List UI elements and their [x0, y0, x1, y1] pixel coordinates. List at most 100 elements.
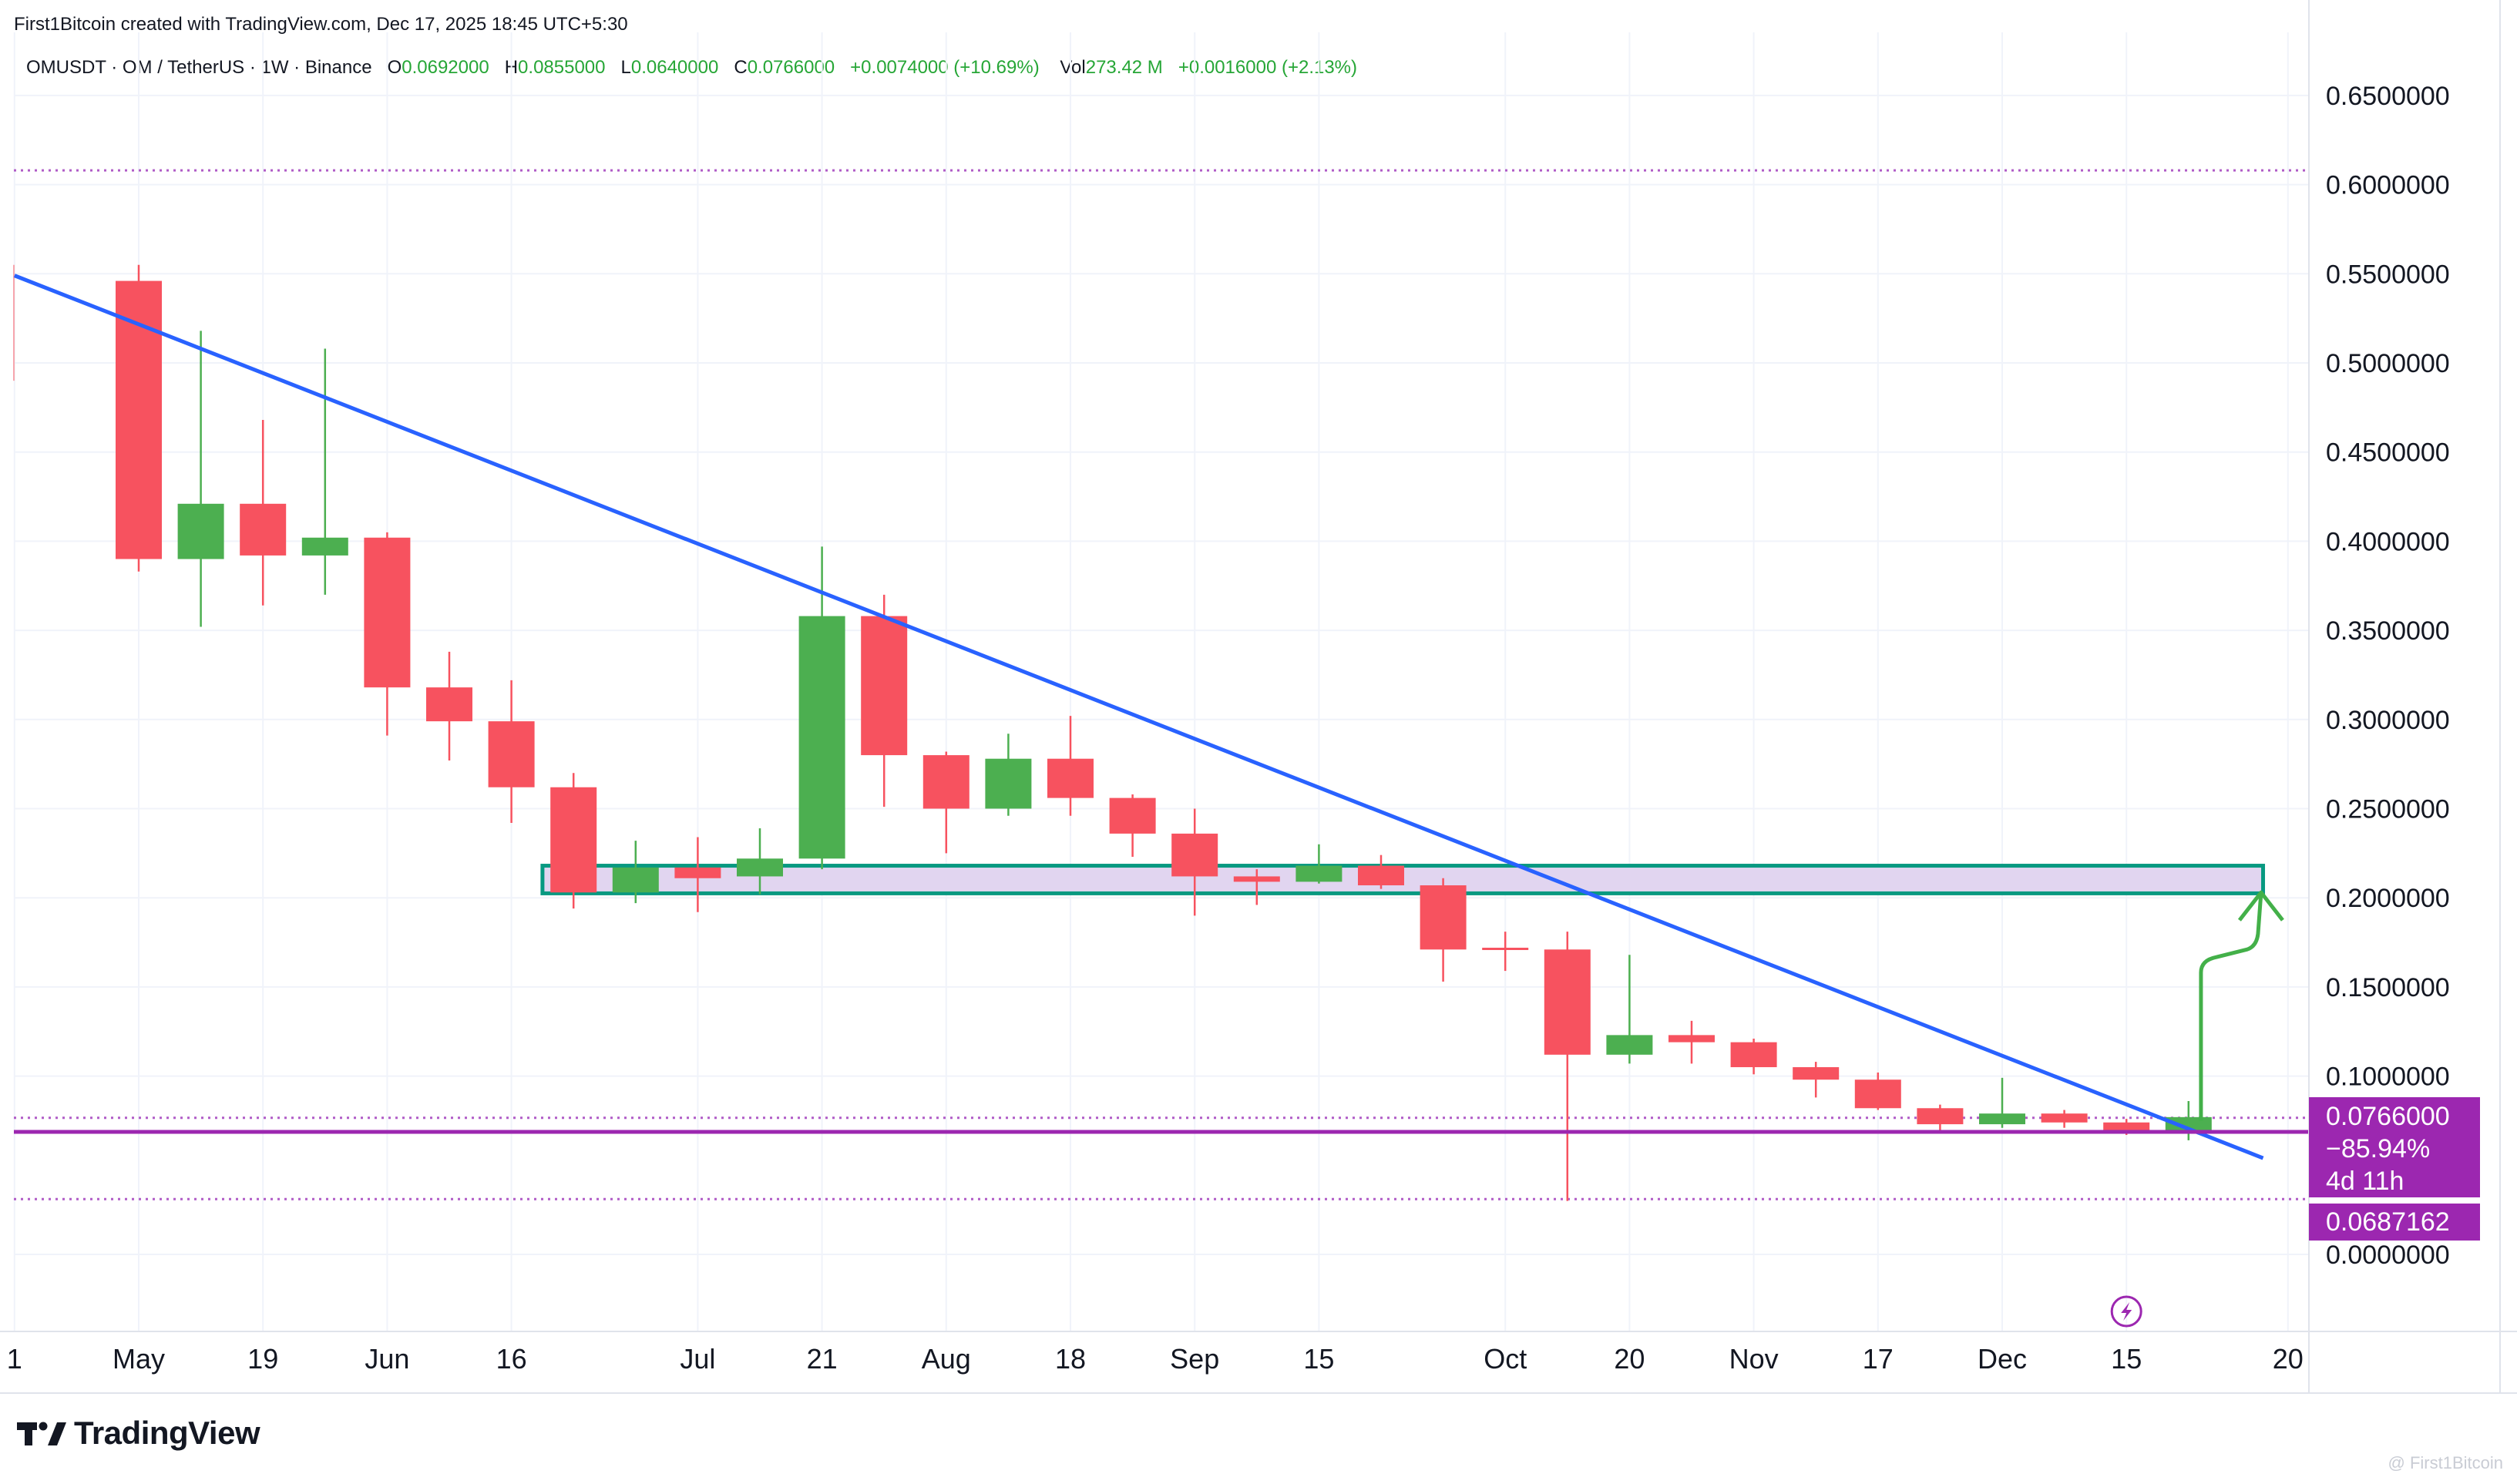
support-price-value: 0.0687162: [2326, 1207, 2450, 1237]
candle: [1420, 878, 1467, 982]
candle-countdown: 4d 11h: [2326, 1167, 2404, 1196]
candle-body: [1233, 876, 1280, 882]
symbol-legend: OMUSDT · OM / TetherUS · 1W · Binance O0…: [26, 57, 1357, 79]
legend-volume-change: +0.0016000 (+2.13%): [1178, 57, 1358, 78]
support-price-label: 0.0687162: [2309, 1204, 2480, 1241]
x-tick-label: Jun: [365, 1343, 409, 1375]
x-tick-label: Nov: [1729, 1343, 1779, 1375]
descending-trendline: [13, 274, 2264, 1160]
candle-body: [798, 616, 845, 859]
x-tick-label: 16: [496, 1343, 527, 1375]
candle: [116, 264, 162, 572]
y-tick-label: 0.4000000: [2326, 527, 2450, 556]
candle: [364, 532, 411, 736]
candle-body: [177, 503, 224, 559]
lightning-icon[interactable]: [2110, 1295, 2142, 1328]
legend-low-value: 0.0640000: [630, 57, 719, 78]
candle-body: [550, 787, 597, 893]
x-tick-label: Dec: [1978, 1343, 2027, 1375]
legend-volume-key: Vol: [1060, 57, 1086, 78]
candle-body: [116, 280, 162, 559]
x-axis-ticks: 1 May 19 Jun 16 Jul 21 Aug 18 Sep 15 Oct 20 Nov 17 Dec 1…: [7, 1343, 2304, 1375]
x-tick-label: 21: [807, 1343, 838, 1375]
candle-body: [1730, 1042, 1777, 1068]
x-tick-label: 20: [1614, 1343, 1645, 1375]
candle: [488, 680, 535, 824]
candle: [301, 348, 348, 595]
legend-close-key: C: [734, 57, 748, 78]
candle: [737, 828, 783, 895]
lightning-icon-ring: [2110, 1295, 2142, 1328]
candle-body: [301, 537, 348, 556]
y-tick-label: 0.4500000: [2326, 438, 2450, 468]
x-tick-label: 18: [1055, 1343, 1086, 1375]
x-tick-label: 19: [247, 1343, 278, 1375]
candle: [985, 734, 1032, 816]
candle-body: [737, 858, 783, 877]
tradingview-logo[interactable]: TradingView: [17, 1415, 260, 1452]
candle: [1730, 1039, 1777, 1075]
candle: [1233, 869, 1280, 905]
candle-body: [1544, 949, 1591, 1055]
legend-change: +0.0074000 (+10.69%): [850, 57, 1040, 78]
legend-open-value: 0.0692000: [402, 57, 489, 78]
x-tick-label: 15: [2111, 1343, 2142, 1375]
candle: [1917, 1104, 1964, 1132]
candle: [550, 773, 597, 909]
x-tick-label: Aug: [922, 1343, 971, 1375]
candle-body: [1420, 885, 1467, 950]
candle-body: [1606, 1035, 1653, 1055]
y-tick-label: 0.1000000: [2326, 1063, 2450, 1092]
y-tick-label: 0.6000000: [2326, 171, 2450, 200]
legend-low-key: L: [620, 57, 631, 78]
candle-body: [985, 758, 1032, 809]
legend-volume-value: 273.42 M: [1085, 57, 1163, 78]
x-tick-label: Jul: [680, 1343, 715, 1375]
legend-close-value: 0.0766000: [747, 57, 835, 78]
current-price-label: 0.0766000 −85.94% 4d 11h: [2309, 1097, 2480, 1197]
projection-arrow-shaft: [2199, 892, 2263, 1121]
candle: [1171, 808, 1218, 916]
candle: [1047, 716, 1094, 816]
legend-open-key: O: [387, 57, 402, 78]
candle-body: [364, 537, 411, 688]
candle-body: [1171, 833, 1218, 877]
candle: [1544, 932, 1591, 1201]
y-tick-label: 0.2000000: [2326, 884, 2450, 913]
lightning-bolt: [2121, 1302, 2132, 1321]
candle-body: [861, 616, 908, 756]
candle: [1482, 932, 1529, 972]
drawings: [13, 274, 2309, 1160]
x-tick-label: 17: [1863, 1343, 1894, 1375]
candle-body: [426, 687, 472, 722]
candle-body: [1917, 1108, 1964, 1125]
candle: [426, 651, 472, 761]
legend-high-value: 0.0855000: [518, 57, 606, 78]
candle-body: [1047, 758, 1094, 798]
candle: [240, 420, 287, 606]
tradingview-logo-icon: [17, 1422, 66, 1445]
candle-body: [1979, 1113, 2025, 1125]
y-tick-label: 0.5500000: [2326, 260, 2450, 289]
tradingview-logo-text: TradingView: [74, 1415, 260, 1451]
x-tick-label: 1: [7, 1343, 22, 1375]
x-tick-label: Oct: [1484, 1343, 1527, 1375]
grid: [13, 32, 2309, 1331]
candle-body: [674, 867, 721, 878]
candle: [612, 841, 659, 904]
candle: [798, 546, 845, 870]
candle: [922, 751, 969, 854]
candle-body: [1295, 865, 1343, 882]
candle-body: [922, 755, 969, 809]
axes: [0, 0, 2517, 1394]
x-tick-label: Sep: [1170, 1343, 1219, 1375]
y-tick-label: 0.5000000: [2326, 349, 2450, 378]
candle: [1979, 1077, 2025, 1128]
x-tick-label: May: [113, 1343, 165, 1375]
candle: [861, 594, 908, 807]
y-tick-label: 0.3500000: [2326, 616, 2450, 646]
legend-symbol[interactable]: OMUSDT · OM / TetherUS · 1W · Binance: [26, 57, 372, 78]
candle-body: [240, 503, 287, 556]
candle: [1109, 794, 1156, 857]
